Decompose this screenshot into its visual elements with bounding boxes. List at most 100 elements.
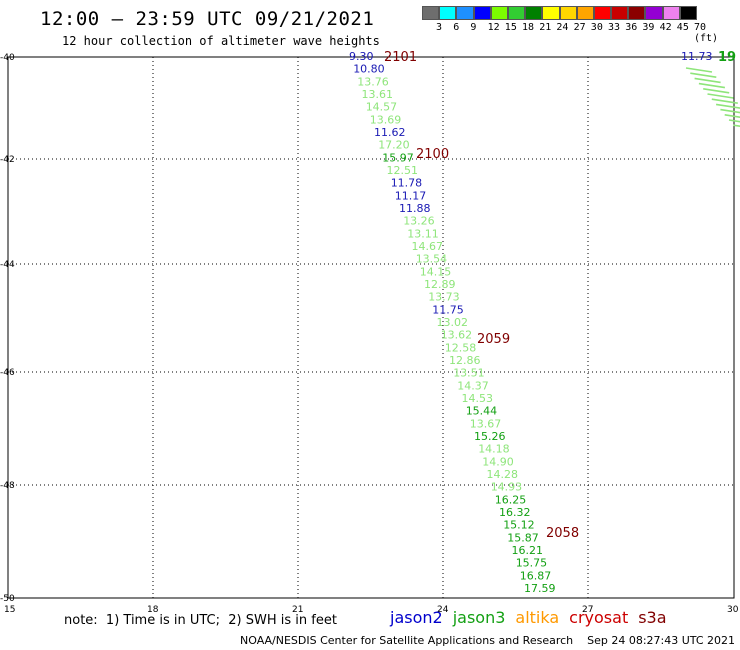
page-subtitle: 12 hour collection of altimeter wave hei… (62, 34, 380, 48)
scale-label: 36 (625, 22, 638, 33)
track-fragment (703, 88, 730, 94)
scale-swatch (473, 6, 491, 20)
lat-tick-label: -40 (0, 53, 15, 63)
swh-value-label: 16.21 (512, 544, 544, 557)
pass-time-label: 2059 (477, 332, 510, 347)
swh-value-label: 13.76 (357, 75, 389, 88)
scale-label: 18 (522, 22, 535, 33)
swh-value-label: 15.12 (503, 519, 535, 532)
swh-value-label: 13.73 (428, 291, 460, 304)
footer-credit: NOAA/NESDIS Center for Satellite Applica… (240, 634, 736, 647)
swh-value-label: 11.75 (432, 303, 464, 316)
legend-item-altika: altika (515, 608, 560, 627)
swh-value-label: 12.89 (424, 278, 456, 291)
swh-value-label: 14.28 (487, 468, 519, 481)
scale-label: 15 (504, 22, 517, 33)
scale-label: 70 (ft) (694, 22, 719, 44)
scale-swatch (507, 6, 526, 20)
scale-label: 21 (539, 22, 552, 33)
legend-item-cryosat: cryosat (569, 608, 629, 627)
swh-value-label: 17.59 (524, 582, 556, 595)
scale-swatch (576, 6, 594, 20)
swh-value-label: 13.61 (362, 88, 394, 101)
swh-value-label: 14.37 (457, 379, 489, 392)
lon-tick-label: 30 (727, 605, 739, 615)
track-fragment (728, 119, 740, 123)
swh-value-label: 13.02 (437, 316, 469, 329)
swh-value-label: 12.58 (445, 341, 477, 354)
track-fragment (698, 82, 726, 89)
swh-value-label: 15.87 (507, 531, 539, 544)
legend-item-s3a: s3a (638, 608, 667, 627)
lon-tick-label: 15 (4, 605, 15, 615)
pass-time-label: 2101 (384, 50, 417, 65)
swh-value-label: 13.54 (416, 253, 448, 266)
swh-value-label: 13.67 (470, 417, 502, 430)
legend-item-jason2: jason2 (390, 608, 443, 627)
swh-value-label: 16.87 (520, 569, 552, 582)
scale-swatch (662, 6, 680, 20)
lon-tick-label: 21 (292, 605, 303, 615)
swh-value-label: 10.80 (353, 63, 385, 76)
scale-label: 42 (659, 22, 672, 33)
swh-value-label: 14.53 (462, 392, 494, 405)
swh-value-label: 11.73 (681, 50, 713, 63)
track-fragment (733, 124, 740, 128)
legend-item-jason3: jason3 (452, 608, 506, 627)
swh-value-label: 11.88 (399, 202, 431, 215)
swh-value-label: 13.26 (403, 215, 435, 228)
page-title: 12:00 – 23:59 UTC 09/21/2021 (40, 8, 375, 30)
track-fragment (715, 103, 740, 109)
map-frame (7, 56, 735, 599)
scale-label: 12 (487, 22, 500, 33)
lat-tick-label: -44 (0, 260, 15, 270)
scale-swatch (542, 6, 560, 20)
swh-value-label: 14.15 (420, 265, 452, 278)
lat-tick-label: -42 (0, 155, 15, 165)
scale-swatch (628, 6, 646, 20)
scale-swatch (611, 6, 629, 20)
lat-tick-label: -50 (0, 594, 15, 604)
scale-label: 33 (608, 22, 621, 33)
swh-value-label: 9.30 (349, 50, 374, 63)
satellite-legend: jason2 jason3 altika cryosat s3a (390, 608, 677, 627)
track-fragment (711, 98, 738, 104)
swh-value-label: 15.26 (474, 430, 506, 443)
swh-value-label: 15.97 (382, 151, 414, 164)
track-fragment (690, 72, 717, 78)
track-fragment (724, 114, 740, 118)
scale-swatch (593, 6, 612, 20)
lat-tick-label: -46 (0, 368, 15, 378)
swh-value-label: 14.93 (491, 481, 523, 494)
swh-value-label: 12.51 (387, 164, 419, 177)
track-fragment (707, 93, 734, 99)
scale-swatch (679, 6, 697, 20)
swh-value-label: 15.75 (516, 557, 548, 570)
scale-swatch (456, 6, 474, 20)
track-fragment (720, 108, 740, 114)
track-fragment (685, 67, 713, 73)
swh-value-label: 14.67 (412, 240, 444, 253)
color-scale-bar (422, 6, 697, 20)
swh-value-label: 13.69 (370, 113, 402, 126)
swh-value-label: 16.32 (499, 506, 531, 519)
pass-time-label: 2100 (416, 147, 449, 162)
swh-value-label: 16.25 (495, 493, 527, 506)
swh-value-label: 11.17 (395, 189, 427, 202)
swh-value-label: 14.57 (366, 101, 398, 114)
scale-swatch (439, 6, 457, 20)
pass-time-label: 2058 (546, 526, 579, 541)
scale-label: 9 (470, 22, 477, 33)
scale-swatch (559, 6, 577, 20)
swh-value-label: 15.44 (466, 405, 498, 418)
pass-time-label: 19 (718, 50, 736, 65)
scale-label: 6 (453, 22, 460, 33)
swh-value-label: 13.11 (407, 227, 439, 240)
lon-tick-label: 18 (147, 605, 159, 615)
swh-value-label: 13.51 (453, 367, 485, 380)
swh-value-label: 12.86 (449, 354, 481, 367)
swh-value-label: 14.18 (478, 443, 510, 456)
scale-label: 24 (556, 22, 569, 33)
scale-swatch (525, 6, 543, 20)
